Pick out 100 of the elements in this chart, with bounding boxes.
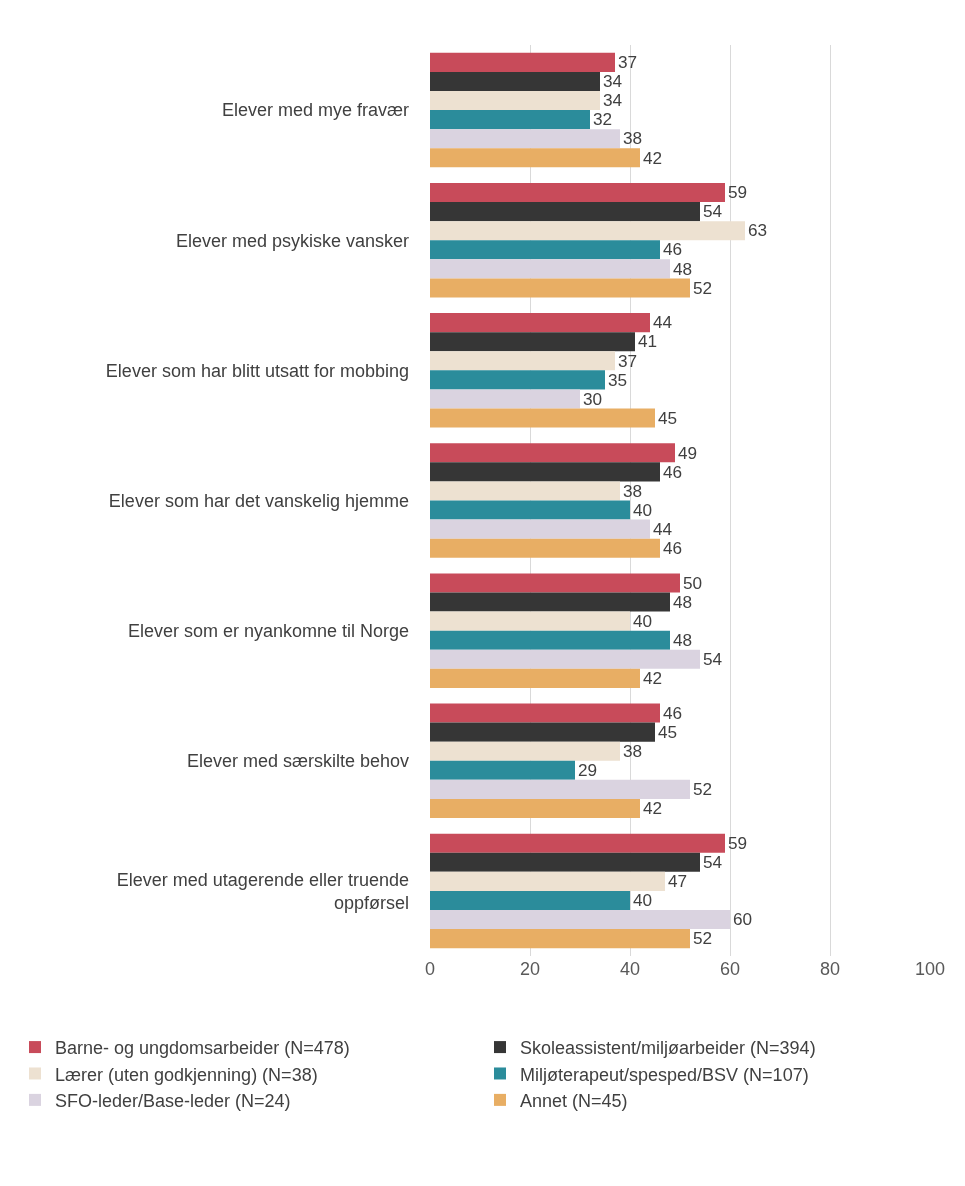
data-label: 34 <box>603 71 623 92</box>
bar <box>430 668 640 688</box>
data-label: 48 <box>673 629 693 650</box>
legend-label: SFO-leder/Base-leder (N=24) <box>55 1090 291 1111</box>
data-label: 49 <box>678 442 698 463</box>
data-label: 40 <box>633 499 653 520</box>
bar <box>430 202 700 222</box>
y-tick-label: Elever med utagerende eller truende oppførsel <box>116 869 409 913</box>
data-label: 38 <box>623 740 643 761</box>
data-label: 45 <box>658 407 678 428</box>
x-tick-label: 20 <box>519 959 541 979</box>
y-tick-label: Elever som har blitt utsatt for mobbing <box>105 360 409 381</box>
data-label: 46 <box>663 461 683 482</box>
data-label: 52 <box>693 928 713 949</box>
bar <box>430 129 620 149</box>
bar <box>430 649 700 669</box>
bar <box>430 370 605 390</box>
data-label: 52 <box>693 277 713 298</box>
bar <box>430 443 675 463</box>
x-tick-label: 100 <box>914 959 946 979</box>
bar <box>430 538 660 558</box>
data-label: 38 <box>623 480 643 501</box>
bar <box>430 389 580 409</box>
bar <box>430 722 655 742</box>
data-label: 40 <box>633 890 653 911</box>
bar <box>430 462 660 482</box>
data-label: 59 <box>728 832 748 853</box>
bar <box>430 852 700 872</box>
y-tick-label: Elever som har det vanskelig hjemme <box>108 490 409 511</box>
bar <box>430 703 660 723</box>
data-label: 50 <box>683 572 703 593</box>
data-label: 59 <box>728 182 748 203</box>
bar <box>430 90 600 111</box>
bar <box>430 259 670 279</box>
data-label: 32 <box>593 109 613 130</box>
data-label: 37 <box>618 350 638 371</box>
data-label: 35 <box>608 369 628 390</box>
data-label: 40 <box>633 610 653 631</box>
bar <box>430 500 630 520</box>
data-label: 54 <box>703 852 723 873</box>
legend-label: Miljøterapeut/spesped/BSV (N=107) <box>520 1064 809 1085</box>
data-label: 38 <box>623 128 643 149</box>
x-tick-label: 80 <box>819 959 841 979</box>
bar <box>430 71 600 91</box>
data-label: 34 <box>603 90 623 111</box>
data-label: 30 <box>583 388 603 409</box>
data-label: 45 <box>658 721 678 742</box>
legend-label: Lærer (uten godkjenning) (N=38) <box>55 1064 318 1085</box>
bar <box>430 592 670 612</box>
data-label: 60 <box>733 909 753 930</box>
data-label: 63 <box>748 220 768 241</box>
y-tick-label: Elever med psykiske vansker <box>175 230 409 251</box>
y-tick-label: Elever som er nyankomne til Norge <box>127 620 409 641</box>
bar <box>430 481 620 501</box>
data-label: 54 <box>703 201 723 222</box>
bar <box>430 182 725 203</box>
data-label: 54 <box>703 649 723 669</box>
legend-label: Annet (N=45) <box>520 1090 628 1111</box>
bar <box>430 871 665 891</box>
x-tick-label: 0 <box>424 959 436 979</box>
legend-label: Barne- og ungdomsarbeider (N=478) <box>55 1038 350 1059</box>
bar <box>430 929 690 949</box>
x-tick-label: 60 <box>719 959 741 979</box>
data-label: 37 <box>618 52 638 73</box>
bar <box>430 221 745 241</box>
data-label: 29 <box>578 760 598 781</box>
data-label: 44 <box>653 518 673 539</box>
bar <box>430 760 575 780</box>
data-label: 47 <box>668 871 688 892</box>
bar <box>430 52 615 72</box>
bar <box>430 741 620 761</box>
bar <box>430 630 670 650</box>
bar <box>430 798 640 819</box>
data-label: 48 <box>673 591 693 612</box>
data-label: 42 <box>643 798 663 819</box>
bar <box>430 351 615 371</box>
bar <box>430 332 635 352</box>
data-label: 48 <box>673 258 693 279</box>
bar <box>430 313 650 333</box>
bar <box>430 573 680 593</box>
bar <box>430 611 630 631</box>
bar <box>430 240 660 260</box>
legend-label: Skoleassistent/miljøarbeider (N=394) <box>520 1038 816 1059</box>
bar <box>430 110 590 130</box>
y-tick-label: Elever med mye fravær <box>221 100 409 121</box>
data-label: 41 <box>638 331 658 352</box>
data-label: 46 <box>663 239 683 260</box>
bar <box>430 833 725 853</box>
data-label: 42 <box>643 147 663 168</box>
data-label: 46 <box>663 537 683 558</box>
bar <box>430 278 690 298</box>
bar <box>430 890 630 911</box>
x-tick-label: 40 <box>619 959 641 979</box>
data-label: 42 <box>643 668 663 689</box>
data-label: 46 <box>663 702 683 723</box>
bar <box>430 148 640 168</box>
y-tick-label: Elever med særskilte behov <box>186 751 409 772</box>
bar <box>430 408 655 428</box>
data-label: 44 <box>653 312 673 333</box>
data-label: 52 <box>693 779 713 800</box>
